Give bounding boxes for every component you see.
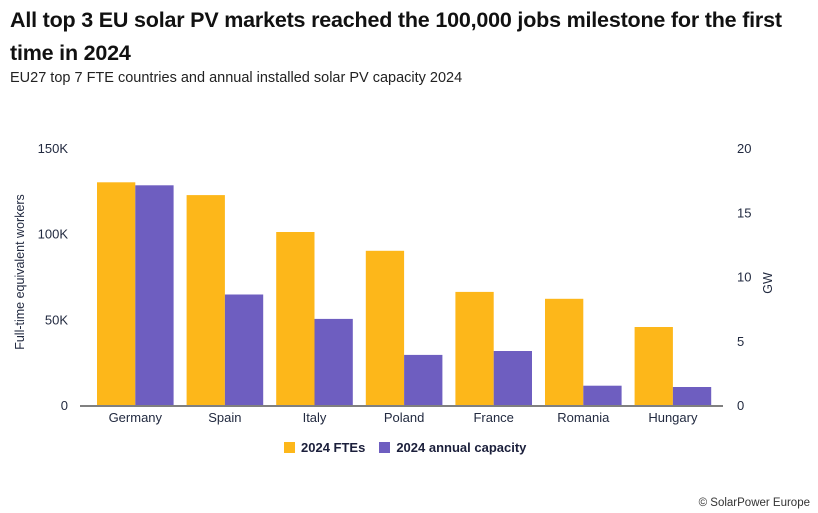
left-tick-label: 50K <box>45 312 68 327</box>
category-label: Spain <box>208 410 241 425</box>
bar-fte-romania <box>545 298 584 405</box>
right-tick-label: 20 <box>737 141 751 156</box>
bar-capacity-hungary <box>672 387 712 405</box>
bar-fte-germany <box>97 182 136 405</box>
bar-fte-spain <box>186 195 225 405</box>
left-tick-label: 0 <box>61 398 68 413</box>
legend-label-fte: 2024 FTEs <box>301 440 366 455</box>
category-label: Hungary <box>648 410 698 425</box>
bar-fte-italy <box>276 232 315 405</box>
left-tick-label: 150K <box>38 141 69 156</box>
chart-title: All top 3 EU solar PV markets reached th… <box>10 8 782 65</box>
category-label: Germany <box>109 410 163 425</box>
category-labels: Germany Spain Italy Poland France Romania Hung… <box>109 410 698 425</box>
right-axis-title: GW <box>761 272 775 294</box>
right-axis-ticks: 0 5 10 15 20 <box>737 141 751 413</box>
right-tick-label: 10 <box>737 270 751 285</box>
bar-fte-poland <box>365 250 405 405</box>
bar-capacity-italy <box>314 318 353 405</box>
legend-item-capacity: 2024 annual capacity <box>379 440 526 455</box>
right-tick-label: 5 <box>737 334 744 349</box>
legend-label-capacity: 2024 annual capacity <box>396 440 527 455</box>
left-axis-ticks: 0 50K 100K 150K <box>38 141 69 413</box>
category-label: Poland <box>384 410 424 425</box>
category-label: Romania <box>557 410 610 425</box>
bar-fte-france <box>455 291 494 405</box>
copyright-credit: © SolarPower Europe <box>698 497 810 509</box>
chart-subtitle: EU27 top 7 FTE countries and annual inst… <box>10 70 463 86</box>
bars-group <box>97 182 712 405</box>
left-tick-label: 100K <box>38 227 69 242</box>
legend-item-fte: 2024 FTEs <box>284 440 365 455</box>
bar-fte-hungary <box>634 327 673 405</box>
bar-capacity-romania <box>583 385 622 405</box>
right-tick-label: 15 <box>737 205 751 220</box>
legend-swatch-fte <box>284 442 295 453</box>
category-label: Italy <box>303 410 327 425</box>
category-label: France <box>473 410 513 425</box>
right-tick-label: 0 <box>737 398 744 413</box>
bar-capacity-spain <box>224 294 264 405</box>
bar-capacity-germany <box>135 185 174 405</box>
bar-capacity-france <box>493 351 532 405</box>
legend-swatch-capacity <box>379 442 391 453</box>
left-axis-title: Full-time equivalent workers <box>13 194 27 350</box>
bar-capacity-poland <box>404 354 443 405</box>
legend: 2024 FTEs 2024 annual capacity <box>284 440 526 455</box>
